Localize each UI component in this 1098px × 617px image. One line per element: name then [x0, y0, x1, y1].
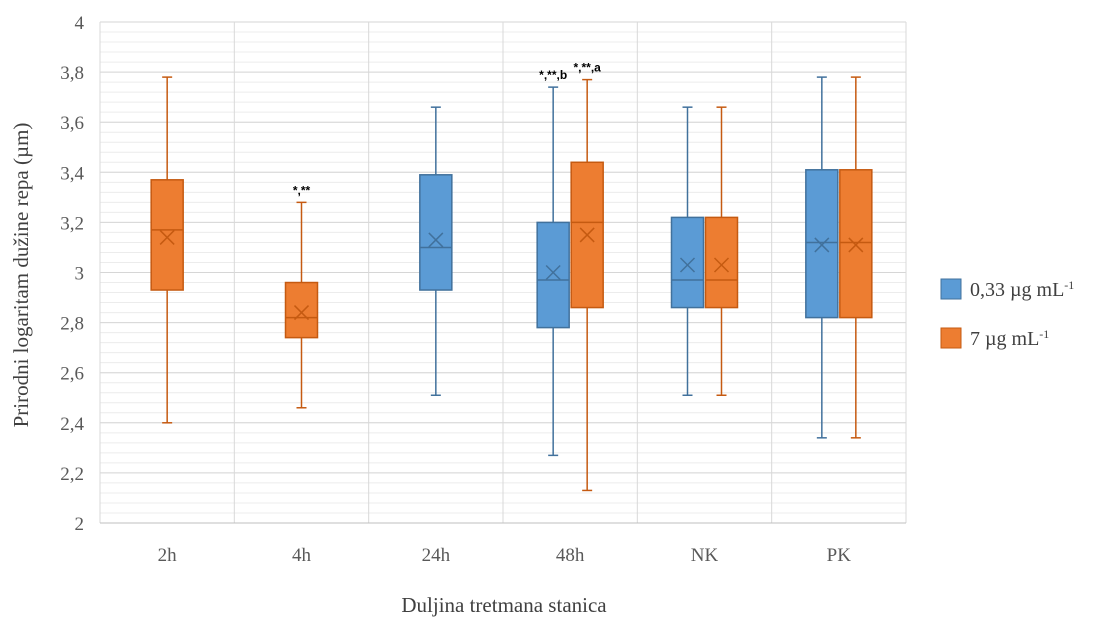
- y-tick-label: 2,2: [60, 464, 84, 485]
- y-tick-label: 2,4: [60, 414, 84, 435]
- legend-label-0: 0,33 µg mL-1: [970, 278, 1074, 301]
- iqr-box: [150, 179, 184, 291]
- significance-annotation: *,**,b: [539, 68, 567, 82]
- iqr-box: [419, 174, 453, 291]
- iqr-box: [670, 216, 705, 309]
- x-tick-label: NK: [691, 545, 719, 566]
- y-tick-label: 3: [75, 264, 85, 285]
- box-7-µg-mL-1-PK: [839, 76, 873, 439]
- mean-marker: [579, 227, 595, 243]
- box-0,33-µg-mL-1-24h: [419, 106, 453, 396]
- mean-marker: [293, 305, 310, 321]
- y-tick-label: 3,2: [60, 213, 84, 234]
- mean-marker: [713, 257, 730, 273]
- mean-marker: [159, 229, 175, 245]
- box-series: [150, 76, 873, 492]
- y-axis-title: Prirodni logaritam dužine repa (µm): [9, 123, 33, 428]
- x-axis-tick-labels: 2h 4h 24h 48h NK PK: [158, 545, 852, 566]
- gridlines: [99, 21, 907, 524]
- mean-marker: [545, 264, 561, 281]
- legend-label-1: 7 µg mL-1: [970, 327, 1049, 350]
- y-axis-tick-labels: 2 2,2 2,4 2,6 2,8 3 3,2 3,4 3,6 3,8 4: [60, 13, 84, 535]
- legend: 0,33 µg mL-1 7 µg mL-1: [940, 278, 1074, 350]
- iqr-box: [284, 281, 319, 339]
- x-tick-label: 2h: [158, 545, 178, 566]
- box-7-µg-mL-1-2h: [150, 76, 184, 424]
- box-0,33-µg-mL-1-PK: [805, 76, 839, 439]
- box-7-µg-mL-1-48h: [570, 78, 604, 492]
- iqr-box: [805, 169, 839, 319]
- mean-marker: [848, 237, 864, 253]
- significance-annotation: *,**,a: [573, 61, 601, 75]
- significance-annotation: *,**: [293, 183, 311, 197]
- legend-swatch-1: [940, 327, 962, 349]
- iqr-box: [839, 169, 873, 319]
- mean-marker: [679, 257, 696, 273]
- iqr-box: [704, 216, 739, 309]
- significance-annotations: *,** *,**,b *,**,a: [293, 61, 601, 198]
- box-7-µg-mL-1-NK: [704, 106, 739, 396]
- box-0,33-µg-mL-1-48h: [536, 86, 570, 457]
- mean-marker: [428, 232, 444, 248]
- x-tick-label: PK: [827, 545, 852, 566]
- x-tick-label: 4h: [292, 545, 312, 566]
- y-tick-label: 3,4: [60, 163, 84, 184]
- y-tick-label: 4: [75, 13, 85, 34]
- legend-swatch-0: [940, 278, 962, 300]
- y-tick-label: 3,6: [60, 113, 84, 134]
- x-axis-title: Duljina tretmana stanica: [401, 593, 607, 617]
- mean-marker: [814, 237, 830, 253]
- box-7-µg-mL-1-4h: [284, 201, 319, 409]
- box-0,33-µg-mL-1-NK: [670, 106, 705, 396]
- x-tick-label: 48h: [556, 545, 585, 566]
- y-tick-label: 2,6: [60, 364, 84, 385]
- y-tick-label: 2,8: [60, 314, 84, 335]
- y-tick-label: 2: [75, 514, 85, 535]
- y-tick-label: 3,8: [60, 63, 84, 84]
- iqr-box: [536, 221, 570, 329]
- x-tick-label: 24h: [422, 545, 451, 566]
